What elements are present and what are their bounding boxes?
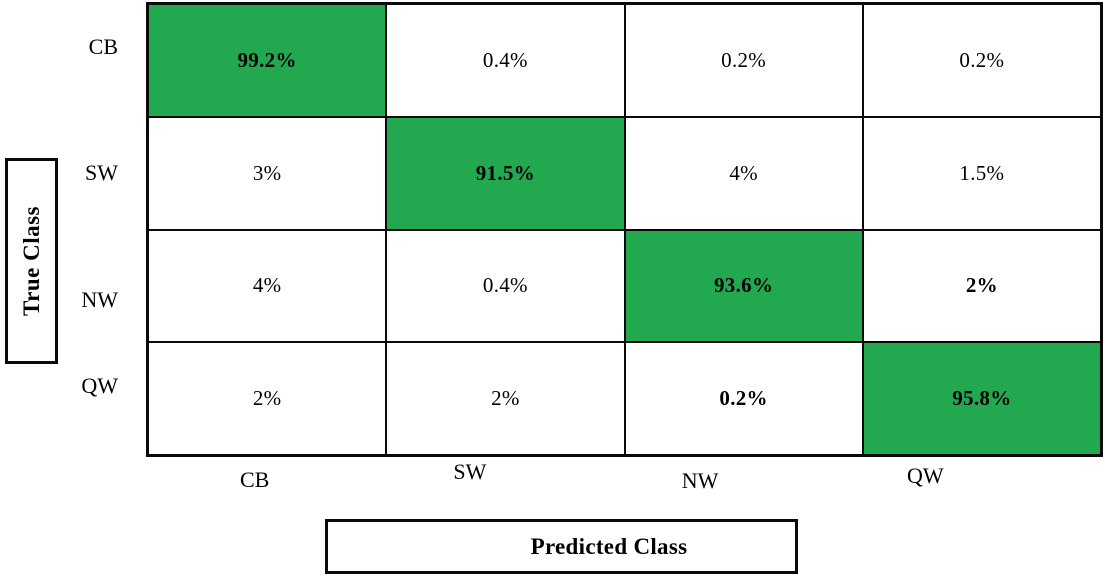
matrix-cell: 95.8% (862, 342, 1101, 455)
row-label-nw: NW (81, 287, 118, 313)
row-label-sw: SW (85, 159, 118, 185)
matrix-cell: 0.2% (624, 342, 863, 455)
matrix-cell: 0.2% (862, 4, 1101, 117)
matrix-cell: 1.5% (862, 116, 1101, 230)
row-label-qw: QW (81, 373, 118, 399)
predicted-class-axis-label-box: Predicted Class (325, 519, 798, 574)
matrix-cell: 2% (148, 342, 387, 455)
col-label-sw: SW (453, 459, 487, 484)
matrix-cell: 99.2% (148, 4, 387, 117)
col-label-nw: NW (681, 468, 719, 493)
col-label-qw: QW (907, 463, 944, 488)
matrix-cell: 0.4% (386, 4, 625, 117)
matrix-cell: 3% (148, 116, 387, 230)
matrix-cell: 4% (148, 229, 387, 343)
matrix-cell: 4% (624, 116, 863, 230)
matrix-cell: 0.2% (624, 4, 863, 117)
matrix-cell: 0.4% (386, 229, 625, 343)
true-class-axis-label-box: True Class (5, 158, 58, 364)
matrix-cell: 2% (386, 342, 625, 455)
row-label-cb: CB (88, 33, 118, 59)
matrix-cell: 2% (862, 229, 1101, 343)
matrix-cell: 91.5% (386, 116, 625, 230)
col-label-cb: CB (239, 467, 270, 492)
predicted-class-axis-label: Predicted Class (530, 533, 688, 559)
confusion-matrix-grid: 99.2% 0.4% 0.2% 0.2% 3% 91.5% 4% 1.5% 4%… (146, 2, 1103, 457)
matrix-cell: 93.6% (624, 229, 863, 343)
col-labels: CB SW NW QW (146, 457, 1103, 497)
row-labels: CB SW NW QW (0, 2, 138, 457)
